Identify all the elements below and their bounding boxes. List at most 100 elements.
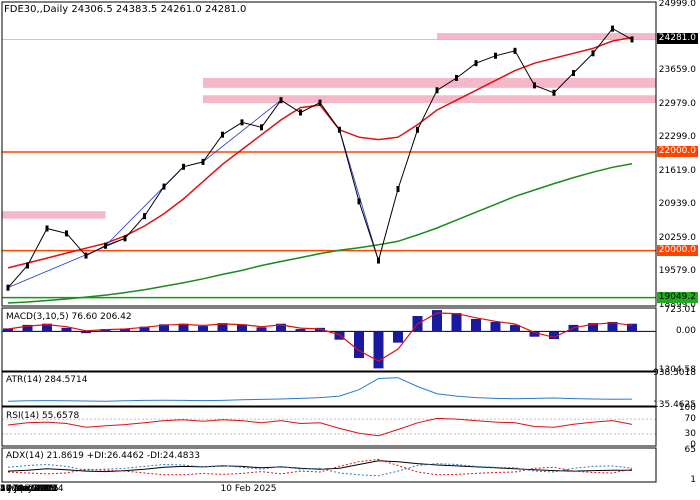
price-tag: 20000.0	[656, 244, 698, 256]
price-candle	[26, 262, 29, 269]
price-candle	[591, 50, 595, 57]
macd-histogram-bar	[256, 327, 267, 332]
macd-panel	[2, 310, 656, 369]
price-candle	[45, 225, 49, 232]
macd-histogram-bar	[588, 323, 598, 332]
price-tick-label: 18899.0	[658, 300, 696, 310]
macd-label: MACD(3,10,5) 76.60 206.42	[6, 312, 132, 322]
adx-tick-label: 65	[684, 445, 696, 455]
price-candle	[104, 242, 107, 249]
price-tick-label: 22979.0	[658, 98, 696, 109]
panel-border	[1, 1, 657, 307]
date-tick-label: 27 Nov 2024	[6, 484, 64, 494]
adx-tick-label: 1	[690, 475, 696, 485]
ohlc-low: 24261.0	[160, 4, 202, 15]
rsi-tick-label: 0	[690, 440, 696, 450]
price-candle	[416, 126, 419, 133]
price-candle	[162, 183, 166, 190]
macd-histogram-bar	[354, 331, 364, 359]
macd-histogram-bar	[529, 331, 540, 337]
atr-tick-label: 938.5018	[653, 368, 696, 378]
macd-histogram-bar	[432, 310, 442, 332]
plus-di-line	[7, 463, 633, 477]
macd-histogram-bar	[159, 324, 169, 332]
atr-label: ATR(14) 284.5714	[6, 375, 88, 385]
rsi-panel	[2, 417, 656, 437]
price-tag: 19049.2	[656, 291, 698, 303]
atr-tick-label: 135.4625	[653, 400, 696, 410]
rsi-line	[7, 417, 633, 437]
macd-histogram-bar	[100, 329, 111, 332]
price-candle	[455, 74, 458, 81]
price-tag: 24281.0	[656, 33, 698, 45]
price-candle	[474, 60, 478, 67]
adx-panel	[7, 458, 633, 477]
price-candle	[338, 126, 341, 133]
price-tick-label: 21619.0	[658, 165, 696, 176]
macd-histogram-bar	[471, 318, 481, 332]
macd-histogram-bar	[607, 321, 618, 332]
panel-border	[1, 447, 657, 483]
price-candle	[240, 119, 244, 126]
price-candle	[513, 47, 517, 54]
trendline	[202, 99, 282, 163]
rsi-tick-label: 70	[684, 414, 696, 425]
adx-label: ADX(14) 21.8619 +DI:26.4462 -DI:24.4833	[6, 451, 200, 461]
macd-histogram-bar	[120, 328, 130, 332]
date-tick-label: 14 May 2025	[0, 484, 59, 494]
macd-histogram-bar	[373, 331, 384, 369]
price-candle	[435, 87, 439, 94]
panel-border	[1, 307, 657, 372]
macd-histogram-bar	[61, 327, 72, 332]
price-candle	[552, 89, 556, 96]
resistance-zone	[203, 95, 656, 104]
macd-histogram-bar	[451, 313, 462, 332]
price-tick-label: 20259.0	[658, 232, 696, 243]
rsi-tick-label: 30	[684, 428, 696, 439]
price-candle	[533, 82, 536, 89]
main-price-panel	[2, 25, 656, 304]
date-tick-label: 17 Apr 2025	[0, 484, 56, 494]
date-tick-label: 5 Jun 2025	[0, 484, 49, 494]
price-candle	[123, 235, 127, 242]
price-tick-label: 23659.0	[658, 65, 696, 76]
price-candle	[65, 230, 68, 237]
macd-histogram-bar	[3, 328, 13, 332]
price-candle	[377, 257, 380, 264]
macd-histogram-bar	[490, 321, 501, 332]
price-tick-label: 20939.0	[658, 199, 696, 210]
trendline	[339, 129, 379, 261]
macd-histogram-bar	[276, 323, 286, 332]
price-candle	[279, 97, 283, 104]
macd-tick-label: 0.00	[675, 326, 696, 337]
price-tick-label: 22299.0	[658, 132, 696, 143]
macd-signal-line	[7, 312, 633, 362]
price-candle	[396, 185, 400, 192]
chart-frame	[1, 1, 657, 483]
price-candle	[143, 213, 146, 220]
price-candle	[182, 163, 185, 170]
price-tick-label: 24999.0	[658, 0, 696, 9]
atr-line	[7, 377, 633, 402]
adx-line	[7, 460, 632, 473]
macd-histogram-bar	[22, 324, 33, 332]
panel-border	[1, 371, 657, 407]
rsi-tick-label: 100	[678, 403, 696, 413]
date-tick-label: 19 Dec 2024	[0, 484, 58, 494]
macd-histogram-bar	[139, 326, 150, 332]
support-zone	[2, 211, 106, 219]
date-tick-label: 27 Jun 2025	[0, 484, 55, 494]
panel-border	[1, 406, 657, 447]
price-candle	[357, 198, 361, 205]
minus-di-line	[7, 458, 633, 476]
rsi-label: RSI(14) 55.6578	[6, 411, 80, 421]
price-candle	[494, 52, 497, 59]
price-candle	[299, 109, 302, 116]
price-candle	[201, 158, 205, 165]
ma-green-line	[7, 163, 633, 304]
price-candle	[572, 70, 575, 77]
macd-histogram-bar	[42, 323, 52, 332]
price-candle	[6, 284, 10, 291]
macd-histogram-bar	[178, 323, 189, 332]
